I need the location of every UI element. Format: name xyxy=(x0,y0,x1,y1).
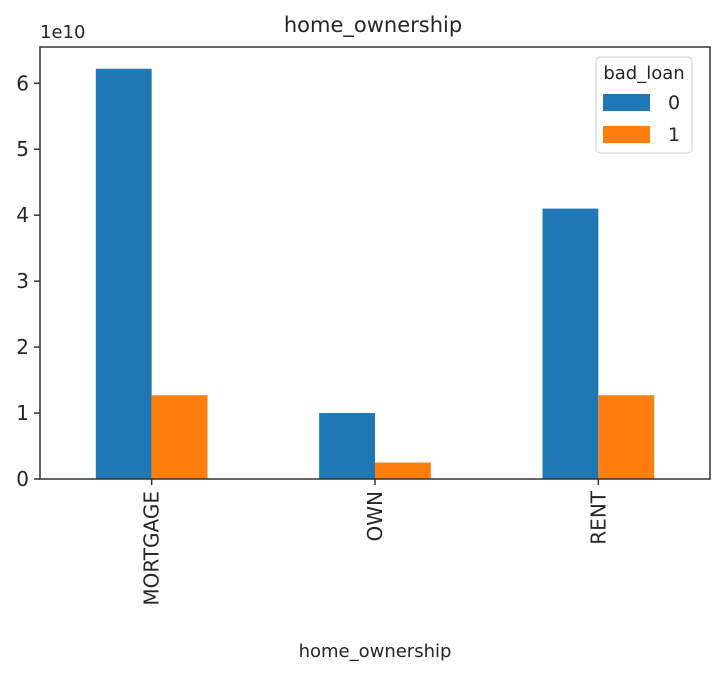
x-tick-label-rent: RENT xyxy=(586,490,610,544)
y-axis: 0 1 2 3 4 5 6 xyxy=(16,71,40,491)
x-axis: MORTGAGE OWN RENT xyxy=(140,479,610,606)
y-tick-label: 5 xyxy=(16,137,29,161)
bar-mortgage-series-0 xyxy=(95,68,152,479)
y-tick-label: 6 xyxy=(16,71,29,95)
y-offset-label: 1e10 xyxy=(40,22,85,43)
x-axis-label: home_ownership xyxy=(299,641,452,662)
x-tick-label-own: OWN xyxy=(363,491,387,541)
y-tick-label: 1 xyxy=(16,401,29,425)
legend-label-0: 0 xyxy=(668,92,680,114)
bar-rent-series-0 xyxy=(542,208,599,480)
y-tick-label: 0 xyxy=(16,467,29,491)
bar-mortgage-series-1 xyxy=(151,395,208,479)
x-tick-label-mortgage: MORTGAGE xyxy=(140,491,164,606)
y-tick-label: 3 xyxy=(16,269,29,293)
chart-title: home_ownership xyxy=(284,13,462,38)
bar-rent-series-1 xyxy=(598,395,655,479)
y-tick-label: 4 xyxy=(16,203,29,227)
legend-swatch-1 xyxy=(603,126,650,143)
legend-swatch-0 xyxy=(603,94,650,111)
legend-label-1: 1 xyxy=(668,124,680,146)
bar-own-series-0 xyxy=(319,413,375,479)
y-tick-label: 2 xyxy=(16,335,29,359)
legend: bad_loan 0 1 xyxy=(595,56,693,154)
legend-title: bad_loan xyxy=(603,63,684,84)
bars-group xyxy=(95,68,655,480)
bar-own-series-1 xyxy=(375,462,431,479)
